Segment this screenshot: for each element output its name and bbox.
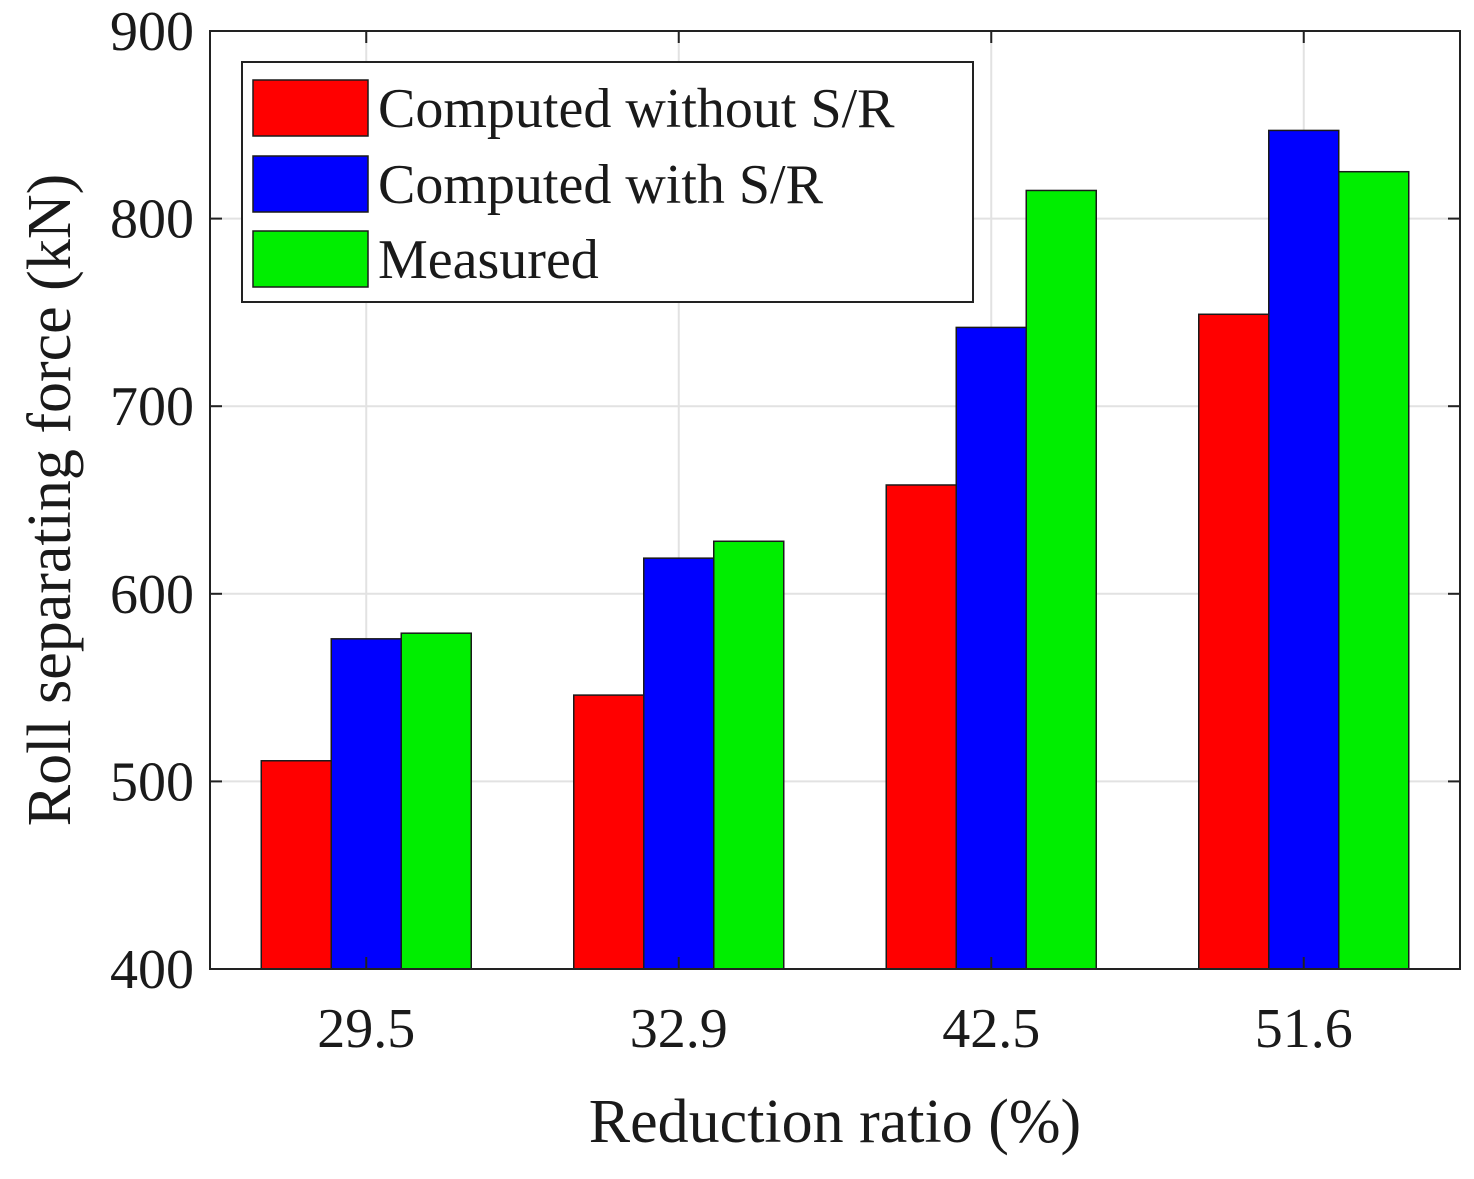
x-tick-label: 51.6: [1255, 998, 1353, 1060]
x-axis-ticks: 29.5 32.9 42.5 51.6: [317, 31, 1353, 1060]
legend-label: Computed without S/R: [378, 78, 895, 140]
bar-computed-with-s-r-51.6: [1268, 129, 1340, 970]
bar-measured-29.5: [400, 632, 472, 970]
y-tick-label: 700: [110, 376, 194, 438]
x-tick-label: 32.9: [630, 998, 728, 1060]
legend-swatch: [252, 79, 369, 137]
bar-measured-51.6: [1338, 170, 1410, 970]
y-tick-label: 400: [110, 939, 194, 1001]
legend: Computed without S/R Computed with S/R Mea…: [241, 61, 974, 303]
bar-measured-32.9: [713, 540, 785, 970]
y-tick-label: 800: [110, 189, 194, 251]
y-axis-title: Roll separating force (kN): [16, 174, 84, 826]
x-tick-label: 29.5: [317, 998, 415, 1060]
plot-area-frame: [209, 30, 1461, 970]
bars: [260, 129, 1410, 970]
y-tick-label: 900: [110, 1, 194, 63]
bar-computed-without-s-r-51.6: [1198, 313, 1270, 970]
bar-computed-with-s-r-29.5: [330, 638, 402, 970]
legend-swatch: [252, 230, 369, 288]
bar-measured-42.5: [1025, 189, 1097, 970]
legend-label: Computed with S/R: [378, 154, 824, 216]
bar-computed-with-s-r-32.9: [643, 557, 715, 970]
bar-computed-without-s-r-29.5: [260, 760, 332, 970]
legend-swatch: [252, 155, 369, 213]
x-tick-label: 42.5: [942, 998, 1040, 1060]
legend-label: Measured: [378, 229, 599, 291]
y-axis-ticks: 400 500 600 700 800 900: [110, 1, 1460, 1001]
bar-computed-without-s-r-32.9: [573, 694, 645, 970]
y-tick-label: 500: [110, 751, 194, 813]
bar-computed-with-s-r-42.5: [955, 326, 1027, 970]
bar-computed-without-s-r-42.5: [885, 484, 957, 970]
x-axis-title: Reduction ratio (%): [589, 1088, 1081, 1156]
y-tick-label: 600: [110, 564, 194, 626]
